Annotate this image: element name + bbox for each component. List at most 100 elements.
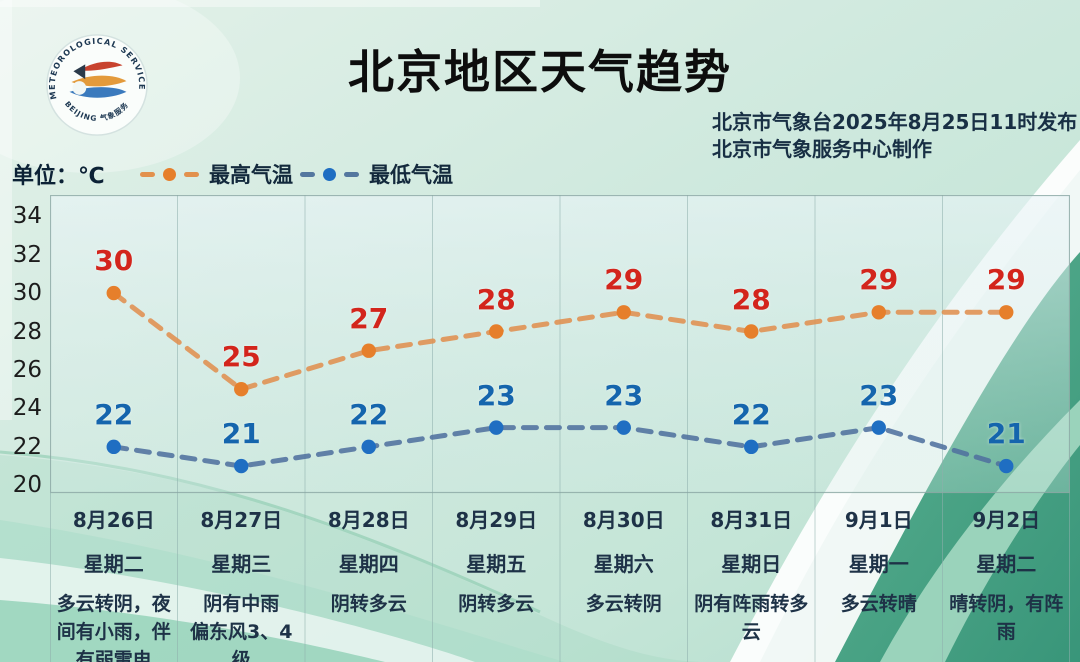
weekday-label: 星期三 (211, 552, 272, 576)
weather-description: 多云转晴 (840, 593, 917, 615)
low-temp-value-label: 21 (221, 417, 261, 451)
weekday-label: 星期二 (83, 552, 144, 576)
high-temp-point (106, 285, 121, 301)
low-temp-point (744, 439, 759, 455)
low-temp-dash-icon (300, 171, 315, 177)
weather-description: 阴有中雨 偏东风3、4级 (190, 593, 293, 662)
legend-label-low-temp: 最低气温 (369, 163, 453, 187)
day-column: 8月29日星期五阴转多云 (433, 493, 561, 662)
date-label: 9月1日 (844, 508, 913, 532)
date-label: 8月29日 (455, 508, 538, 532)
x-axis-label-area: 8月26日 星期二 多云转阴，夜间有小雨，伴有弱雷电 8月27日 星期三 阴有中雨 偏东风… (50, 493, 1070, 662)
logo-red-swoosh (79, 61, 123, 71)
y-tick-label: 20 (12, 472, 42, 499)
high-temp-point (489, 324, 504, 339)
weather-description: 晴转阴，有阵雨 (949, 593, 1064, 643)
high-temp-value-label: 29 (604, 263, 644, 297)
low-temp-value-label: 23 (476, 378, 516, 412)
logo-sail-shape (73, 64, 86, 80)
low-temp-value-label: 22 (349, 397, 389, 431)
weekday-label: 星期五 (466, 552, 527, 576)
high-temp-point (999, 305, 1014, 320)
low-temp-line (111, 425, 1009, 469)
high-temp-dot-icon (163, 167, 176, 181)
plot-border (50, 195, 1070, 494)
low-temp-value-label: 22 (731, 397, 771, 431)
y-tick-label: 28 (12, 318, 42, 345)
date-label: 8月30日 (582, 508, 665, 532)
weekday-label: 星期二 (976, 552, 1037, 576)
high-temp-point (616, 305, 631, 320)
high-temp-value-label: 28 (476, 282, 516, 316)
day-column: 8月27日星期三阴有中雨 偏东风3、4级 (178, 493, 306, 662)
low-temp-dot-icon (323, 167, 336, 181)
high-temp-value-label: 30 (94, 244, 134, 278)
legend-item-high-temp: 最高气温 (140, 159, 293, 189)
date-label: 8月28日 (327, 508, 410, 532)
legend-item-low-temp: 最低气温 (300, 159, 453, 189)
weekday-label: 星期一 (848, 552, 909, 576)
y-tick-label: 26 (12, 356, 42, 383)
y-axis: 20 22 24 26 28 30 32 34 (0, 195, 42, 498)
day-column: 8月28日星期四阴转多云 (305, 493, 433, 662)
temperature-chart: 30 25 27 28 29 28 29 29 22 21 22 23 23 22 23 21 8月26日星期二… (50, 195, 1070, 662)
date-label: 9月2日 (972, 508, 1041, 532)
low-temp-value-label: 22 (94, 397, 134, 431)
meteorological-service-logo: METEOROLOGICAL SERVICE BEIJING 气象服务 (44, 32, 150, 138)
page-title: 北京地区天气趋势 (348, 45, 732, 99)
issued-by-line: 北京市气象台2025年8月25日11时发布 (712, 110, 1078, 134)
weather-description: 阴有阵雨转多云 (694, 593, 809, 643)
low-temp-point (489, 420, 504, 435)
weather-description: 多云转阴 (585, 593, 662, 615)
y-tick-label: 22 (12, 433, 42, 460)
issue-info: 北京市气象台2025年8月25日11时发布 北京市气象服务中心制作 (712, 109, 1077, 163)
low-temp-value-label: 23 (859, 378, 899, 412)
day-column: 8月26日星期二多云转阴，夜间有小雨，伴有弱雷电 (50, 493, 178, 662)
low-temp-value-label: 23 (604, 378, 644, 412)
high-temp-value-label: 29 (859, 263, 899, 297)
y-tick-label: 24 (12, 395, 42, 422)
weather-description: 多云转阴，夜间有小雨，伴有弱雷电 (56, 593, 171, 662)
y-tick-label: 32 (12, 241, 42, 268)
high-temp-point (744, 324, 759, 339)
high-temp-point (234, 381, 249, 397)
high-temp-value-label: 25 (221, 340, 261, 374)
produced-by-line: 北京市气象服务中心制作 (712, 137, 932, 161)
high-temp-point (871, 305, 886, 320)
legend-row: 单位：℃ 最高气温 最低气温 (0, 158, 1080, 189)
day-column: 9月2日星期二晴转阴，有阵雨 (943, 493, 1071, 662)
legend-label-high-temp: 最高气温 (209, 163, 293, 187)
day-column: 9月1日星期一多云转晴 (815, 493, 943, 662)
unit-label: 单位：℃ (12, 164, 105, 189)
y-tick-label: 34 (12, 203, 42, 230)
high-temp-dash-icon (140, 171, 155, 177)
high-temp-point (361, 343, 376, 358)
weather-description: 阴转多云 (330, 593, 407, 615)
high-temp-value-label: 28 (731, 282, 771, 316)
low-temp-dash-icon (344, 171, 359, 177)
low-temp-point (871, 420, 886, 435)
day-column: 8月31日星期日阴有阵雨转多云 (688, 493, 816, 662)
weekday-label: 星期六 (593, 552, 654, 576)
high-temp-dash-icon (184, 171, 199, 177)
high-temp-line (111, 290, 1009, 392)
high-temp-value-label: 29 (986, 263, 1026, 297)
low-temp-point (361, 439, 376, 455)
date-label: 8月31日 (710, 508, 793, 532)
date-label: 8月26日 (72, 508, 155, 532)
low-temp-point (234, 458, 249, 474)
weekday-label: 星期四 (338, 552, 399, 576)
chart-canvas (50, 195, 1070, 662)
y-tick-label: 30 (12, 280, 42, 307)
low-temp-point (616, 420, 631, 435)
logo-badge: METEOROLOGICAL SERVICE BEIJING 气象服务 (46, 34, 148, 136)
high-temp-value-label: 27 (349, 301, 389, 335)
low-temp-point (999, 458, 1014, 474)
low-temp-value-label: 21 (986, 417, 1026, 451)
date-label: 8月27日 (200, 508, 283, 532)
weather-description: 阴转多云 (458, 593, 535, 615)
day-column: 8月30日星期六多云转阴 (560, 493, 688, 662)
logo-cloud-shape (72, 81, 87, 95)
weekday-label: 星期日 (721, 552, 782, 576)
